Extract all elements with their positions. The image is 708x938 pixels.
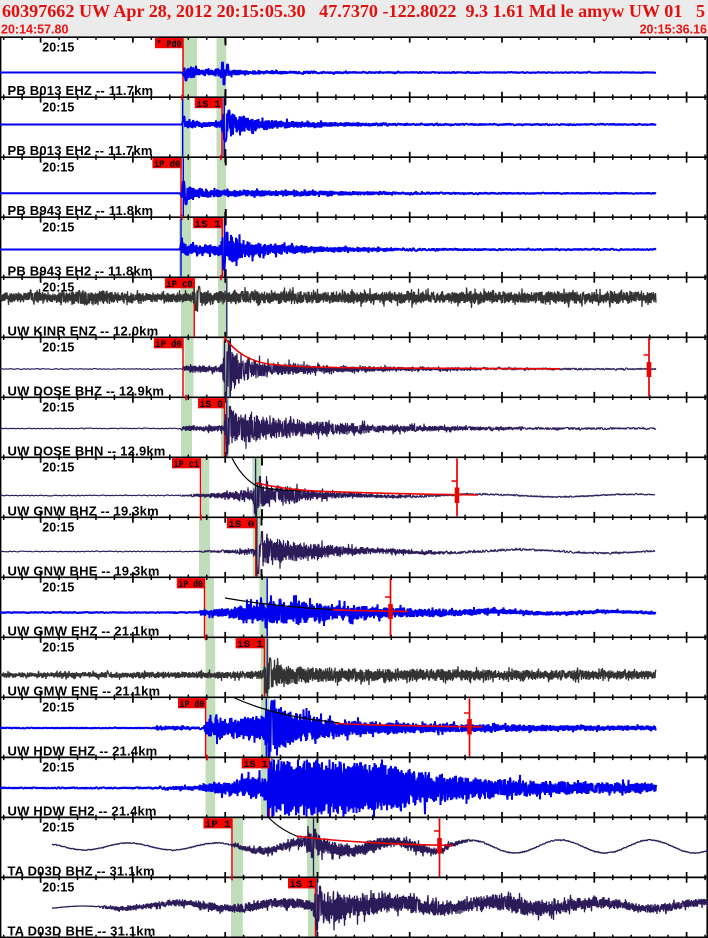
svg-text:iP d0: iP d0	[178, 579, 203, 591]
svg-text:20:15:36.16: 20:15:36.16	[640, 23, 707, 37]
svg-text:iP d0: iP d0	[155, 339, 181, 351]
svg-text:UW HDW EHZ -- 21.4km: UW HDW EHZ -- 21.4km	[8, 743, 158, 758]
svg-text:20:15: 20:15	[42, 220, 74, 234]
svg-text:20:15: 20:15	[42, 521, 74, 535]
svg-text:20:15: 20:15	[42, 160, 74, 174]
svg-text:20:15: 20:15	[42, 881, 74, 895]
svg-text:TA D03D BHZ -- 31.1km: TA D03D BHZ -- 31.1km	[8, 863, 155, 878]
svg-text:PB B013 EH2 -- 11.7km: PB B013 EH2 -- 11.7km	[8, 143, 153, 158]
svg-text:iS 1: iS 1	[195, 219, 221, 231]
svg-text:iS 1: iS 1	[243, 759, 268, 771]
svg-text:iP d0: iP d0	[154, 159, 180, 171]
svg-text:iS 1: iS 1	[196, 99, 220, 111]
svg-text:UW GNW BHZ -- 19.3km: UW GNW BHZ -- 19.3km	[8, 503, 159, 518]
svg-text:20:15: 20:15	[42, 761, 74, 775]
svg-text:iS 1: iS 1	[290, 879, 315, 891]
svg-text:TA D03D BHE -- 31.1km: TA D03D BHE -- 31.1km	[8, 923, 156, 938]
svg-text:UW GMW ENE -- 21.1km: UW GMW ENE -- 21.1km	[8, 683, 161, 698]
svg-text:iP c0: iP c0	[166, 279, 192, 291]
svg-text:20:15: 20:15	[42, 401, 74, 415]
svg-text:UW DOSE BHN -- 12.9km: UW DOSE BHN -- 12.9km	[8, 443, 166, 458]
svg-text:PB B013 EHZ -- 11.7km: PB B013 EHZ -- 11.7km	[8, 83, 154, 98]
svg-text:20:15: 20:15	[42, 281, 74, 295]
svg-text:UW HDW EH2 -- 21.4km: UW HDW EH2 -- 21.4km	[8, 803, 157, 818]
svg-text:iP c1: iP c1	[174, 459, 200, 471]
svg-text:20:15: 20:15	[42, 581, 74, 595]
svg-text:20:15: 20:15	[42, 341, 74, 355]
svg-text:UW DOSE BHZ -- 12.9km: UW DOSE BHZ -- 12.9km	[8, 383, 165, 398]
svg-text:iS 0: iS 0	[200, 399, 224, 411]
svg-text:iS 0: iS 0	[228, 519, 254, 531]
svg-text:iS 1: iS 1	[237, 639, 263, 651]
svg-text:iP d0: iP d0	[180, 699, 205, 711]
svg-text:20:15: 20:15	[42, 821, 74, 835]
svg-text:UW GMW EHZ -- 21.1km: UW GMW EHZ -- 21.1km	[8, 623, 160, 638]
svg-text:UW GNW BHE -- 19.3km: UW GNW BHE -- 19.3km	[8, 563, 160, 578]
svg-text:20:14:57.80: 20:14:57.80	[1, 23, 68, 37]
svg-text:iP 1: iP 1	[205, 819, 231, 831]
svg-text:20:15: 20:15	[42, 701, 74, 715]
svg-text:60397662 UW Apr 28, 2012 20:15: 60397662 UW Apr 28, 2012 20:15:05.30 47.…	[2, 1, 705, 21]
svg-text:20:15: 20:15	[42, 40, 74, 54]
svg-text:PB B943 EHZ -- 11.8km: PB B943 EHZ -- 11.8km	[8, 203, 154, 218]
svg-text:20:15: 20:15	[42, 461, 74, 475]
svg-text:20:15: 20:15	[42, 100, 74, 114]
svg-text:* Pd0: * Pd0	[157, 39, 182, 51]
svg-text:UW KINR ENZ -- 12.0km: UW KINR ENZ -- 12.0km	[8, 323, 159, 338]
svg-text:20:15: 20:15	[42, 641, 74, 655]
svg-text:PB B943 EH2 -- 11.8km: PB B943 EH2 -- 11.8km	[8, 263, 153, 278]
